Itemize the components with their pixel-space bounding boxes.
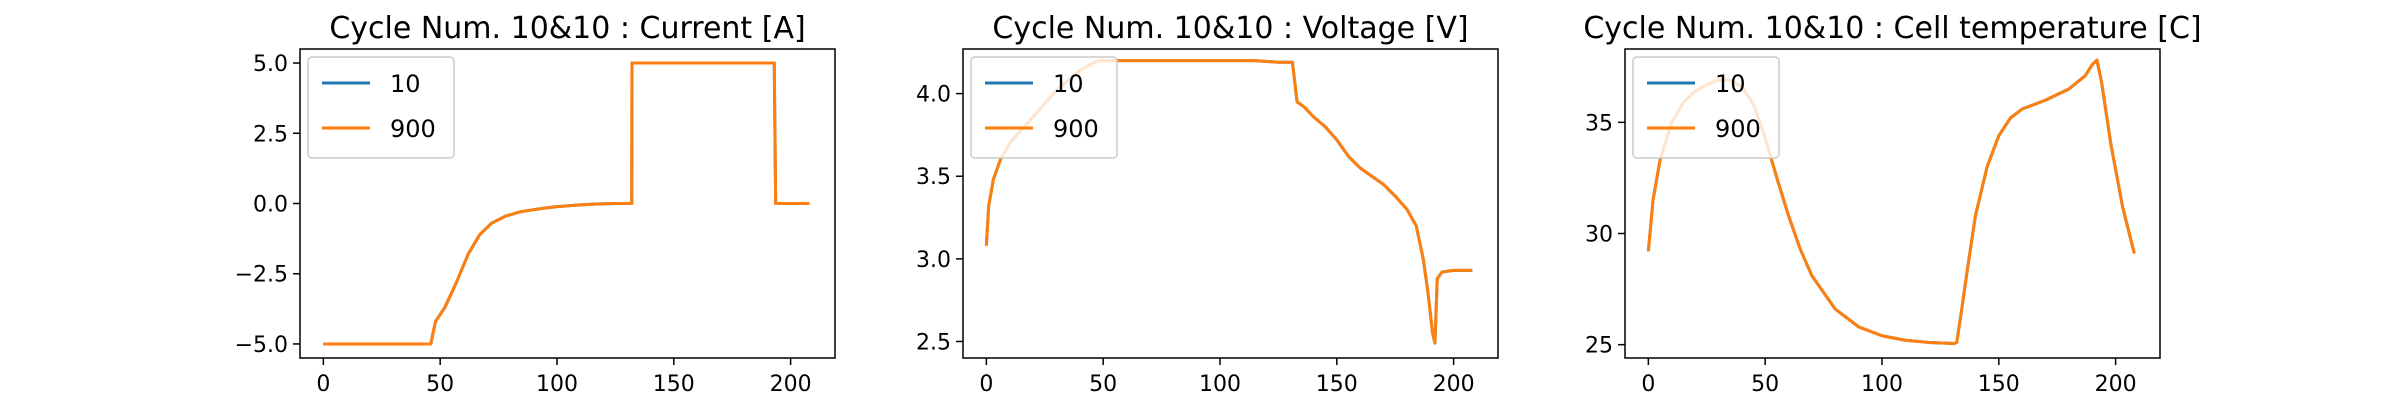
y-tick-label: 5.0 <box>253 52 288 77</box>
legend-label: 900 <box>1053 115 1099 143</box>
chart-title: Cycle Num. 10&10 : Voltage [V] <box>992 11 1468 46</box>
chart-title: Cycle Num. 10&10 : Current [A] <box>329 11 805 46</box>
axes-frame <box>1624 48 2161 359</box>
x-tick-label: 150 <box>1978 372 2020 397</box>
y-tick-label: 2.5 <box>253 122 288 147</box>
y-tick-label: 30 <box>1585 223 1613 248</box>
x-tick-label: 200 <box>1433 372 1475 397</box>
chart-title: Cycle Num. 10&10 : Cell temperature [C] <box>1583 11 2201 46</box>
y-tick-label: 4.0 <box>916 83 951 108</box>
axes-frame <box>962 48 1499 359</box>
x-tick-label: 100 <box>536 372 578 397</box>
legend: 10 900 <box>970 56 1118 159</box>
subplot-2: Cycle Num. 10&10 : Voltage [V] 0 50 100 150 2… <box>916 11 1499 397</box>
y-tick-label: 2.5 <box>916 330 951 355</box>
legend: 10 900 <box>307 56 455 159</box>
x-tick-label: 50 <box>1751 372 1779 397</box>
legend-label: 900 <box>1715 115 1761 143</box>
y-tick-label: 3.5 <box>916 165 951 190</box>
y-tick-label: −5.0 <box>235 333 288 358</box>
legend-label: 10 <box>1053 70 1084 98</box>
subplot-3: Cycle Num. 10&10 : Cell temperature [C] 0… <box>1583 11 2201 397</box>
x-tick-label: 150 <box>1316 372 1358 397</box>
x-tick-label: 50 <box>1089 372 1117 397</box>
legend: 10 900 <box>1632 56 1780 159</box>
x-tick-label: 200 <box>770 372 812 397</box>
y-tick-label: 35 <box>1585 111 1613 136</box>
x-tick-label: 100 <box>1861 372 1903 397</box>
x-tick-label: 200 <box>2095 372 2137 397</box>
y-tick-label: −2.5 <box>235 263 288 288</box>
subplot-1: Cycle Num. 10&10 : Current [A] 0 50 100 150 2… <box>235 11 836 397</box>
series-line-900 <box>323 61 810 346</box>
x-tick-label: 0 <box>316 372 330 397</box>
x-tick-label: 0 <box>979 372 993 397</box>
legend-label: 10 <box>390 70 421 98</box>
legend-label: 10 <box>1715 70 1746 98</box>
y-tick-label: 25 <box>1585 334 1613 359</box>
axes-frame <box>299 48 836 359</box>
y-tick-label: 0.0 <box>253 193 288 218</box>
y-tick-label: 3.0 <box>916 248 951 273</box>
x-tick-label: 100 <box>1199 372 1241 397</box>
x-tick-label: 150 <box>653 372 695 397</box>
x-tick-label: 0 <box>1641 372 1655 397</box>
legend-label: 900 <box>390 115 436 143</box>
x-tick-label: 50 <box>426 372 454 397</box>
